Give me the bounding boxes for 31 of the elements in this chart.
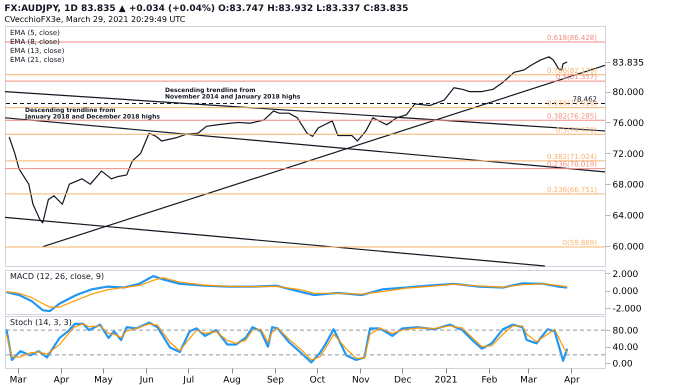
- y-tick-label: 40.00: [612, 343, 639, 354]
- x-tick-label: Jul: [182, 376, 194, 385]
- x-tick-label: Dec: [394, 376, 412, 385]
- x-tick-label: Sep: [266, 376, 284, 385]
- x-tick-label: Feb: [481, 376, 498, 385]
- x-tick-label: May: [94, 376, 114, 385]
- x-tick-label: Apr: [564, 376, 580, 385]
- chart-subtitle: CVecchioFX3e, March 29, 2021 20:29:49 UTC: [4, 15, 186, 24]
- y-tick-label: 60.000: [612, 242, 644, 252]
- x-tick-label: Apr: [54, 376, 70, 385]
- y-tick-label: 76.000: [612, 118, 644, 129]
- y-tick-label: 83.835: [612, 58, 644, 68]
- y-tick-label: 0.000: [612, 287, 639, 298]
- x-tick-label: Nov: [352, 376, 370, 385]
- y-tick-label: 72.000: [612, 150, 644, 160]
- x-tick-label: Aug: [223, 376, 241, 385]
- chart-title: Stoch (14, 3, 3): [10, 318, 72, 327]
- y-tick-label: 68.000: [612, 180, 644, 191]
- x-tick-label: 2021: [434, 376, 458, 385]
- x-tick-label: Mar: [10, 376, 27, 385]
- y-tick-label: 64.000: [612, 212, 644, 222]
- x-tick-label: Mar: [520, 376, 538, 385]
- chart-title: FX:AUDJPY, 1D 83.835 ▲ +0.034 (+0.04%) O:83.747 H:83.932 L:83.337 C:83.835: [4, 4, 408, 14]
- chart-title: MACD (12, 26, close, 9): [10, 272, 104, 281]
- y-tick-label: 80.000: [612, 88, 644, 98]
- y-tick-label: -2.000: [612, 304, 642, 314]
- y-tick-label: 0.00: [612, 360, 633, 370]
- x-tick-label: Jun: [138, 376, 154, 385]
- y-tick-label: 80.00: [612, 326, 639, 337]
- x-tick-label: Oct: [310, 376, 326, 385]
- y-tick-label: 2.000: [612, 270, 639, 280]
